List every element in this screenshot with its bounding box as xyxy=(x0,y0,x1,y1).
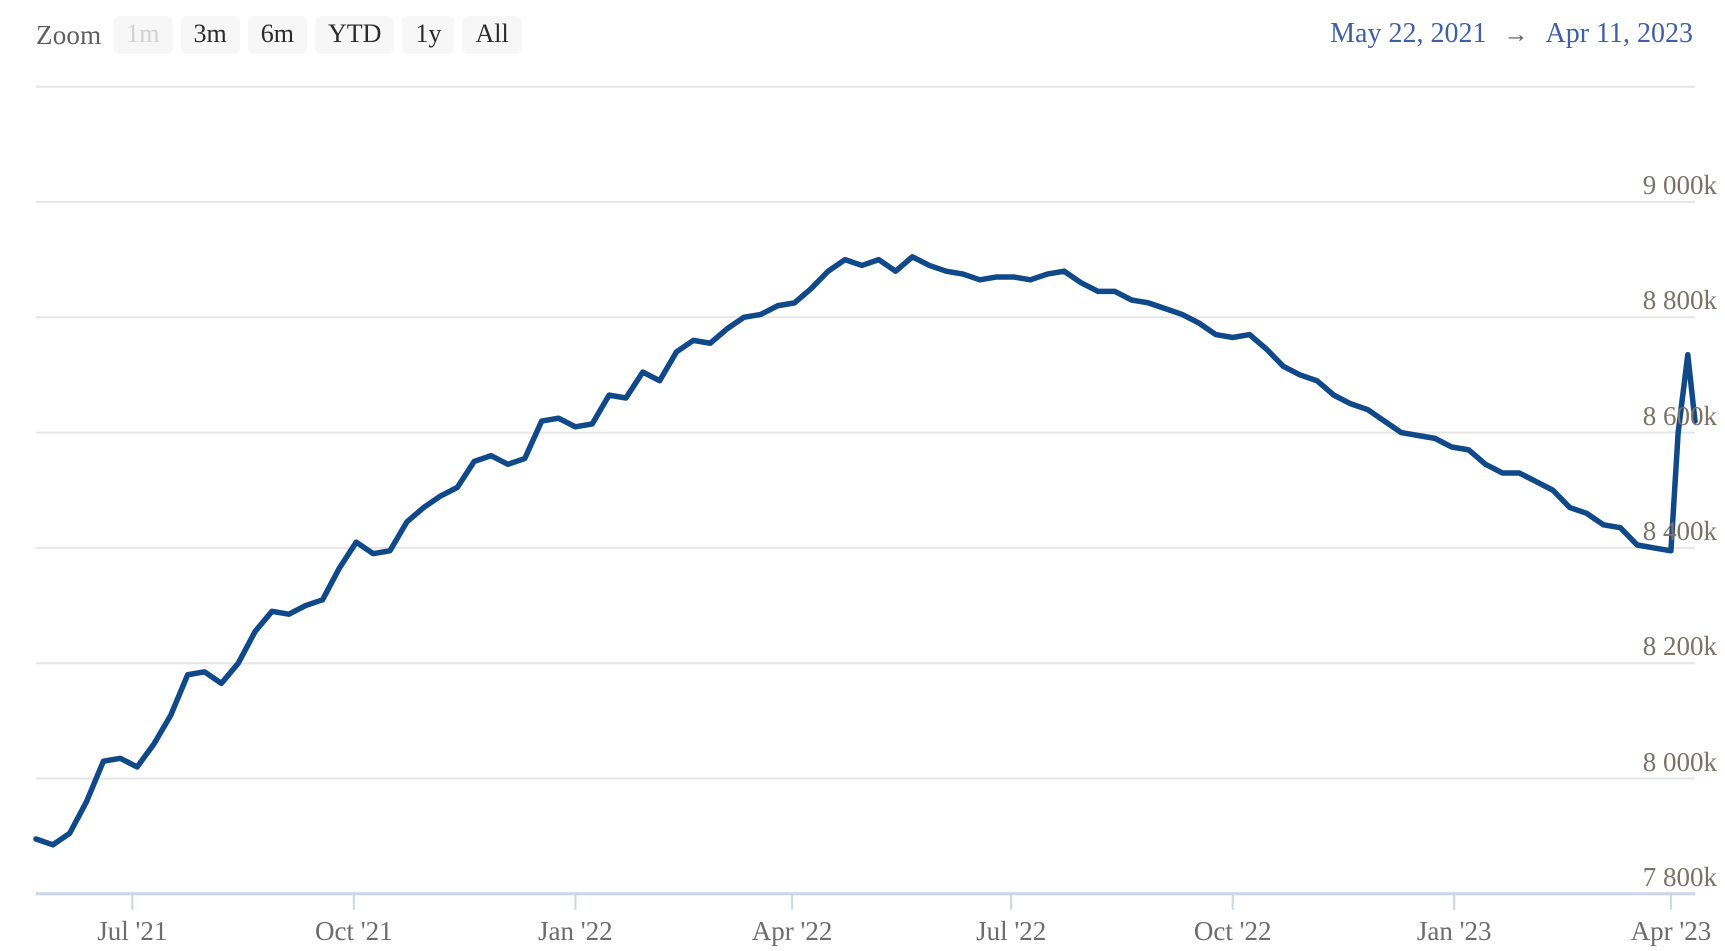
y-axis-tick-label: 8 800k xyxy=(1642,285,1717,316)
zoom-button-1y[interactable]: 1y xyxy=(402,16,455,55)
chart-plot-area: 9 000k 8 800k 8 600k 8 400k 8 200k 8 000k 7 80… xyxy=(0,74,1725,951)
series-line-svg xyxy=(33,254,1698,848)
zoom-range-selector: Zoom 1m 3m 6m YTD 1y All xyxy=(36,16,522,55)
x-axis-tick-label: Apr '23 xyxy=(1630,915,1712,946)
range-end-date[interactable]: Apr 11, 2023 xyxy=(1545,18,1693,49)
x-axis-tick-label: Jul '22 xyxy=(976,915,1047,946)
y-axis-tick-label: 9 000k xyxy=(1642,170,1717,200)
x-axis-tick-label: Apr '22 xyxy=(751,915,833,946)
zoom-button-6m[interactable]: 6m xyxy=(247,16,307,55)
y-axis-tick-label: 8 200k xyxy=(1642,631,1717,662)
x-axis xyxy=(0,74,1725,951)
x-axis-tick-label: Jul '21 xyxy=(97,915,168,946)
y-axis-tick-label: 8 600k xyxy=(1642,400,1717,431)
zoom-button-1m[interactable]: 1m xyxy=(113,16,173,55)
range-arrow-icon: → xyxy=(1503,21,1529,48)
y-axis-tick-label: 8 400k xyxy=(1642,515,1717,546)
x-axis-svg xyxy=(36,892,1695,910)
zoom-label: Zoom xyxy=(36,19,102,50)
gridlines xyxy=(0,74,1725,951)
range-start-date[interactable]: May 22, 2021 xyxy=(1330,18,1487,49)
zoom-button-ytd[interactable]: YTD xyxy=(315,16,395,55)
x-axis-tick-label: Oct '22 xyxy=(1193,915,1272,946)
date-range-selector: May 22, 2021 → Apr 11, 2023 xyxy=(1330,18,1693,50)
y-axis-tick-label: 7 800k xyxy=(1642,861,1717,892)
chart-toolbar: Zoom 1m 3m 6m YTD 1y All May 22, 2021 → … xyxy=(0,0,1725,74)
zoom-button-all[interactable]: All xyxy=(462,16,522,55)
y-axis-tick-label: 8 000k xyxy=(1642,746,1717,777)
x-axis-tick-label: Jan '23 xyxy=(1416,915,1492,946)
x-axis-tick-label: Oct '21 xyxy=(315,915,393,946)
zoom-button-3m[interactable]: 3m xyxy=(180,16,240,55)
x-axis-tick-label: Jan '22 xyxy=(538,915,613,946)
series-path xyxy=(33,254,1698,848)
series-line xyxy=(0,74,1725,951)
gridlines-svg xyxy=(36,85,1695,895)
